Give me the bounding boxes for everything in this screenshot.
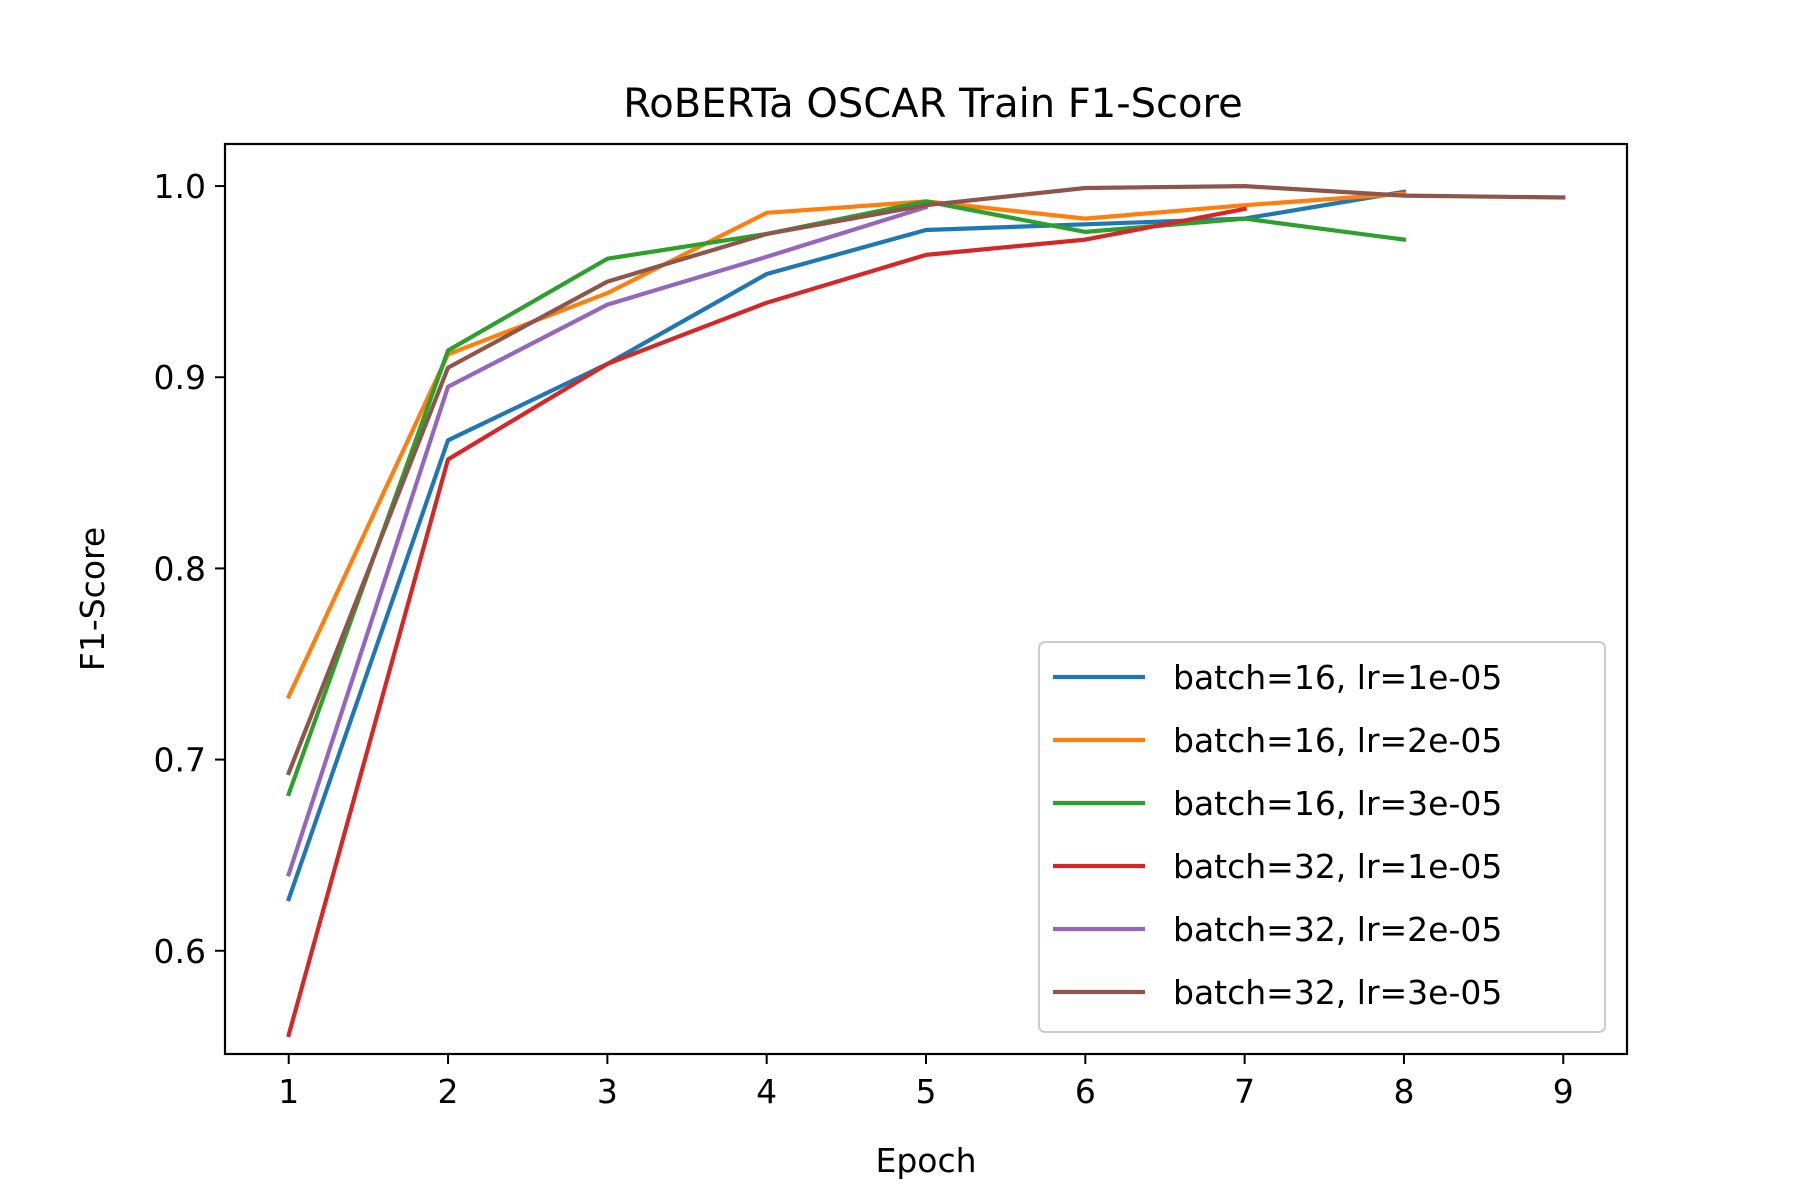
y-tick-label: 0.8 [154, 549, 206, 588]
x-tick-label: 9 [1553, 1072, 1574, 1111]
series-line-2 [285, 191, 1407, 700]
y-axis-title: F1-Score [73, 527, 112, 671]
x-tick-label: 7 [1234, 1072, 1255, 1111]
y-tick-label: 0.9 [154, 358, 206, 397]
x-tick-label: 8 [1393, 1072, 1414, 1111]
series-line-5 [286, 204, 929, 877]
x-tick-label: 3 [597, 1072, 618, 1111]
legend-label-6: batch=32, lr=3e-05 [1173, 973, 1502, 1012]
x-tick-label: 4 [756, 1072, 777, 1111]
x-tick-label: 2 [438, 1072, 459, 1111]
legend-label-2: batch=16, lr=2e-05 [1173, 721, 1502, 760]
y-tick-label: 0.7 [154, 741, 206, 780]
legend-label-4: batch=32, lr=1e-05 [1173, 847, 1502, 886]
x-tick-label: 6 [1075, 1072, 1096, 1111]
x-tick-label: 5 [916, 1072, 937, 1111]
legend-frame [1038, 641, 1606, 1033]
legend: batch=16, lr=1e-05 batch=16, lr=2e-05 batc… [1038, 641, 1606, 1033]
legend-label-5: batch=32, lr=2e-05 [1173, 910, 1502, 949]
x-axis-title: Epoch [875, 1141, 976, 1180]
series-line-4 [286, 206, 1248, 1038]
plot-marks [285, 184, 1566, 1038]
series-line-6 [285, 184, 1566, 776]
y-tick-label: 1.0 [154, 167, 206, 206]
legend-label-1: batch=16, lr=1e-05 [1173, 658, 1502, 697]
legend-label-3: batch=16, lr=3e-05 [1173, 784, 1502, 823]
y-tick-label: 0.6 [154, 932, 206, 971]
x-tick-label: 1 [278, 1072, 299, 1111]
chart-title: RoBERTa OSCAR Train F1-Score [623, 81, 1242, 127]
